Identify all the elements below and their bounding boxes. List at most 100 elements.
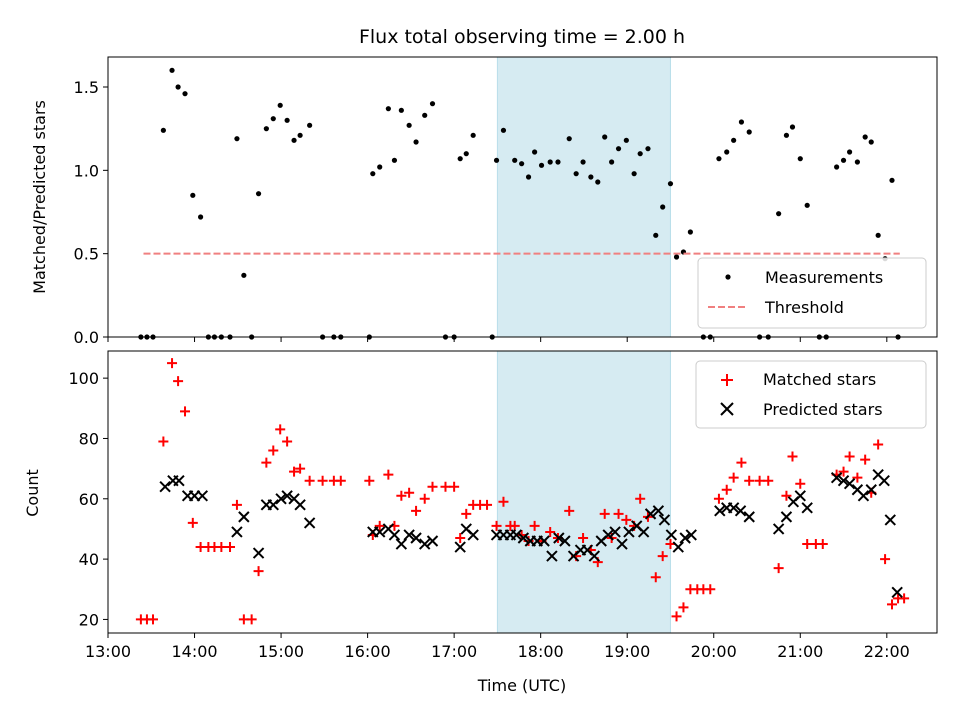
predicted-stars-point bbox=[553, 532, 565, 544]
count-marks bbox=[135, 358, 910, 625]
predicted-stars-point bbox=[672, 541, 684, 553]
highlight-span bbox=[496, 56, 671, 338]
ratio-legend: Measurements Threshold bbox=[697, 257, 927, 329]
matched-stars-point bbox=[795, 478, 806, 489]
y-tick-label: 40 bbox=[79, 550, 99, 569]
measurement-point bbox=[547, 159, 553, 165]
matched-stars-point bbox=[317, 475, 328, 486]
measurement-point bbox=[797, 156, 803, 162]
matched-stars-point bbox=[721, 484, 732, 495]
measurement-point bbox=[875, 232, 881, 238]
predicted-stars-point bbox=[644, 508, 657, 520]
matched-stars-point bbox=[374, 520, 385, 531]
matched-stars-point bbox=[781, 490, 792, 501]
predicted-stars-point bbox=[173, 474, 185, 487]
matched-stars-point bbox=[275, 424, 286, 435]
predicted-stars-point bbox=[685, 529, 697, 541]
matched-stars-point bbox=[887, 599, 898, 610]
measurement-point bbox=[255, 191, 262, 197]
ratio-y-label: Matched/Predicted stars bbox=[30, 100, 49, 294]
count-x-axis: 13:00 14:00 15:00 16:00 17:00 18:00 19:00 20:00… bbox=[85, 633, 910, 661]
y-tick-label: 0.5 bbox=[74, 245, 99, 264]
predicted-stars-point bbox=[467, 529, 479, 541]
predicted-stars-point bbox=[395, 538, 408, 550]
y-tick-label: 80 bbox=[79, 429, 99, 448]
measurement-point bbox=[623, 137, 629, 143]
predicted-stars-point bbox=[419, 538, 431, 550]
matched-stars-point bbox=[231, 499, 242, 510]
measurement-point bbox=[463, 151, 469, 157]
matched-stars-point bbox=[744, 475, 755, 486]
measurement-point bbox=[804, 202, 810, 208]
matched-stars-point bbox=[736, 457, 747, 468]
legend-label-threshold: Threshold bbox=[764, 298, 844, 317]
legend-label-measurements: Measurements bbox=[765, 268, 883, 287]
measurement-point bbox=[429, 101, 436, 107]
predicted-stars-point bbox=[843, 477, 856, 490]
matched-stars-point bbox=[158, 436, 169, 447]
ratio-panel: 0.0 0.5 1.0 1.5 Matched/Predicted stars Mea… bbox=[30, 56, 938, 347]
predicted-stars-point bbox=[727, 502, 740, 514]
matched-stars-point bbox=[678, 602, 689, 613]
matched-stars-point bbox=[650, 572, 661, 583]
matched-stars-point bbox=[304, 475, 315, 486]
x-axis-label: Time (UTC) bbox=[477, 676, 566, 695]
matched-stars-point bbox=[295, 463, 306, 474]
predicted-stars-point bbox=[794, 490, 806, 502]
predicted-stars-point bbox=[231, 526, 243, 538]
matched-stars-point bbox=[880, 554, 891, 565]
measurement-point bbox=[746, 129, 752, 135]
predicted-stars-point bbox=[616, 538, 628, 550]
measurement-point bbox=[422, 112, 428, 118]
measurement-point bbox=[862, 134, 868, 140]
measurement-point bbox=[834, 164, 840, 170]
predicted-stars-point bbox=[294, 499, 306, 511]
predicted-stars-point bbox=[865, 484, 877, 496]
measurement-point bbox=[457, 156, 463, 162]
matched-stars-point bbox=[599, 508, 610, 519]
measurement-point bbox=[391, 157, 398, 163]
measurement-point bbox=[175, 84, 181, 90]
x-tick-label: 18:00 bbox=[518, 642, 564, 661]
count-legend: Matched stars Predicted stars bbox=[695, 360, 927, 429]
matched-stars-point bbox=[787, 451, 798, 462]
legend-marker-matched bbox=[721, 374, 733, 386]
measurement-point bbox=[854, 159, 860, 165]
predicted-stars-point bbox=[454, 541, 466, 553]
measurement-point bbox=[602, 134, 608, 140]
matched-stars-point bbox=[817, 539, 828, 550]
measurement-point bbox=[512, 157, 518, 163]
measurement-point bbox=[738, 119, 745, 125]
matched-stars-point bbox=[449, 481, 460, 492]
matched-stars-point bbox=[180, 406, 191, 417]
measurement-point bbox=[637, 151, 643, 157]
matched-stars-point bbox=[899, 593, 910, 604]
measurement-point bbox=[532, 149, 538, 155]
measurement-point bbox=[588, 174, 594, 180]
matched-stars-point bbox=[802, 539, 813, 550]
measurement-point bbox=[197, 214, 204, 220]
legend-label-matched: Matched stars bbox=[763, 370, 876, 389]
predicted-stars-point bbox=[252, 547, 265, 559]
measurement-point bbox=[297, 132, 303, 138]
x-tick-label: 16:00 bbox=[345, 642, 391, 661]
matched-stars-point bbox=[396, 490, 407, 501]
x-tick-label: 20:00 bbox=[691, 642, 737, 661]
predicted-stars-point bbox=[772, 523, 785, 535]
measurement-point bbox=[595, 179, 601, 185]
matched-stars-point bbox=[671, 611, 682, 622]
x-tick-label: 22:00 bbox=[864, 642, 910, 661]
chart-title: Flux total observing time = 2.00 h bbox=[359, 26, 685, 48]
matched-stars-point bbox=[491, 520, 502, 531]
matched-stars-point bbox=[147, 614, 158, 625]
measurement-point bbox=[160, 127, 166, 133]
measurement-point bbox=[406, 122, 412, 128]
predicted-stars-point bbox=[830, 471, 843, 484]
measurement-point bbox=[724, 149, 730, 155]
matched-stars-point bbox=[657, 551, 668, 562]
predicted-stars-point bbox=[602, 529, 614, 541]
predicted-stars-point bbox=[517, 532, 530, 544]
count-y-label: Count bbox=[23, 469, 42, 517]
predicted-stars-point bbox=[891, 586, 903, 598]
